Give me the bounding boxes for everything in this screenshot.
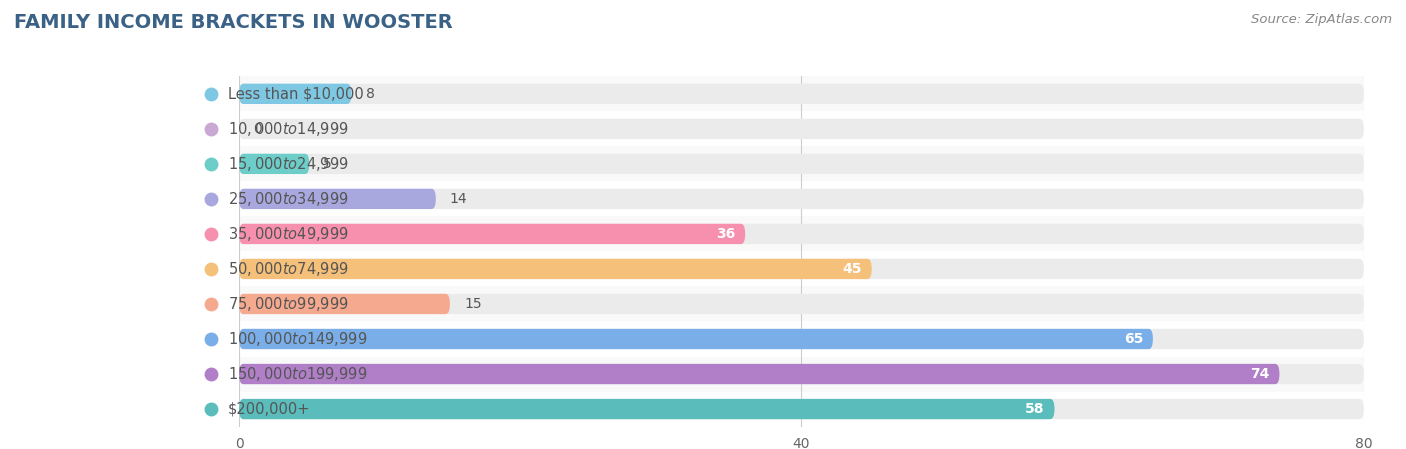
Text: Less than $10,000: Less than $10,000 (228, 86, 364, 101)
FancyBboxPatch shape (239, 399, 1364, 419)
Text: 0: 0 (253, 122, 262, 136)
Text: 74: 74 (1250, 367, 1270, 381)
Text: 45: 45 (842, 262, 862, 276)
FancyBboxPatch shape (239, 294, 1364, 314)
Bar (239, 111, 1364, 146)
FancyBboxPatch shape (239, 189, 436, 209)
FancyBboxPatch shape (239, 84, 1364, 104)
Bar (239, 181, 1364, 216)
Text: FAMILY INCOME BRACKETS IN WOOSTER: FAMILY INCOME BRACKETS IN WOOSTER (14, 13, 453, 32)
Text: $100,000 to $149,999: $100,000 to $149,999 (228, 330, 367, 348)
FancyBboxPatch shape (239, 294, 450, 314)
FancyBboxPatch shape (239, 329, 1153, 349)
FancyBboxPatch shape (239, 364, 1364, 384)
Text: $200,000+: $200,000+ (228, 401, 311, 417)
Bar (239, 321, 1364, 357)
Bar (239, 251, 1364, 286)
Text: $50,000 to $74,999: $50,000 to $74,999 (228, 260, 349, 278)
Text: $10,000 to $14,999: $10,000 to $14,999 (228, 120, 349, 138)
Text: Source: ZipAtlas.com: Source: ZipAtlas.com (1251, 13, 1392, 26)
FancyBboxPatch shape (239, 329, 1364, 349)
FancyBboxPatch shape (239, 189, 1364, 209)
Text: 8: 8 (366, 87, 374, 101)
Text: 14: 14 (450, 192, 468, 206)
Text: $75,000 to $99,999: $75,000 to $99,999 (228, 295, 349, 313)
FancyBboxPatch shape (239, 259, 872, 279)
FancyBboxPatch shape (239, 154, 1364, 174)
Bar (239, 357, 1364, 392)
Bar (239, 146, 1364, 181)
FancyBboxPatch shape (239, 364, 1279, 384)
FancyBboxPatch shape (239, 224, 745, 244)
Bar (239, 392, 1364, 427)
Bar (239, 216, 1364, 251)
Text: 58: 58 (1025, 402, 1045, 416)
Text: 36: 36 (716, 227, 735, 241)
Text: $150,000 to $199,999: $150,000 to $199,999 (228, 365, 367, 383)
Text: $25,000 to $34,999: $25,000 to $34,999 (228, 190, 349, 208)
Text: 65: 65 (1123, 332, 1143, 346)
FancyBboxPatch shape (239, 154, 309, 174)
FancyBboxPatch shape (239, 84, 352, 104)
Text: 15: 15 (464, 297, 482, 311)
FancyBboxPatch shape (239, 259, 1364, 279)
FancyBboxPatch shape (239, 399, 1054, 419)
Text: 5: 5 (323, 157, 332, 171)
FancyBboxPatch shape (239, 119, 1364, 139)
Text: $35,000 to $49,999: $35,000 to $49,999 (228, 225, 349, 243)
Bar (239, 286, 1364, 321)
FancyBboxPatch shape (239, 224, 1364, 244)
Text: $15,000 to $24,999: $15,000 to $24,999 (228, 155, 349, 173)
Bar (239, 76, 1364, 111)
